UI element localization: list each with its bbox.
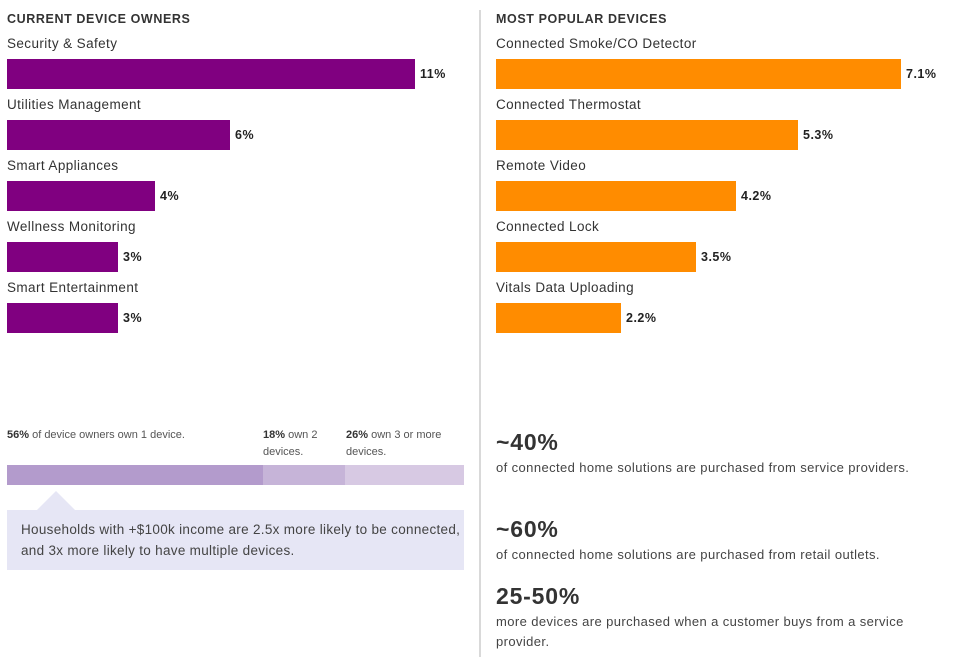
stat-big-value: ~40% bbox=[496, 429, 559, 455]
bar bbox=[496, 242, 696, 272]
bar bbox=[496, 120, 798, 150]
bar-category-label: Vitals Data Uploading bbox=[496, 280, 634, 295]
bar-value-label: 7.1% bbox=[906, 67, 937, 81]
stat-service-providers: ~40% of connected home solutions are pur… bbox=[496, 428, 953, 478]
bar bbox=[7, 303, 118, 333]
current-device-owners-title: CURRENT DEVICE OWNERS bbox=[7, 12, 191, 26]
bar-value-label: 3% bbox=[123, 311, 143, 325]
current-device-owners-chart: Security & Safety 11% Utilities Management… bbox=[0, 0, 470, 340]
stat-description: of connected home solutions are purchase… bbox=[496, 460, 910, 475]
callout-pointer bbox=[36, 491, 76, 511]
bar bbox=[7, 120, 230, 150]
bar-category-label: Security & Safety bbox=[7, 36, 118, 51]
bar-value-label: 5.3% bbox=[803, 128, 834, 142]
most-popular-devices-title: MOST POPULAR DEVICES bbox=[496, 12, 668, 26]
most-popular-devices-chart: Connected Smoke/CO Detector 7.1% Connected… bbox=[489, 0, 953, 340]
panel-divider bbox=[479, 10, 481, 657]
ownership-pct-one: 56% bbox=[7, 429, 30, 441]
bar bbox=[496, 181, 736, 211]
income-callout: Households with +$100k income are 2.5x m… bbox=[7, 510, 464, 570]
most-popular-devices-panel: MOST POPULAR DEVICES Connected Smoke/CO … bbox=[489, 0, 953, 657]
bar-value-label: 3% bbox=[123, 250, 143, 264]
ownership-text-three: own 3 or more devices. bbox=[346, 429, 442, 458]
bar bbox=[7, 181, 155, 211]
stat-description: of connected home solutions are purchase… bbox=[496, 547, 880, 562]
current-device-owners-panel: CURRENT DEVICE OWNERS Security & Safety 1… bbox=[0, 0, 470, 657]
ownership-label-one-device: 56% of device owners own 1 device. bbox=[7, 427, 247, 444]
ownership-segment bbox=[345, 465, 464, 485]
bar-value-label: 2.2% bbox=[626, 311, 657, 325]
bar-category-label: Smart Entertainment bbox=[7, 280, 139, 295]
ownership-segment bbox=[263, 465, 345, 485]
ownership-text-one: of device owners own 1 device. bbox=[29, 429, 185, 441]
ownership-segment bbox=[7, 465, 263, 485]
bar bbox=[496, 303, 621, 333]
bar-category-label: Connected Thermostat bbox=[496, 97, 642, 112]
stat-big-value: ~60% bbox=[496, 516, 559, 542]
bar-category-label: Wellness Monitoring bbox=[7, 219, 136, 234]
bar bbox=[496, 59, 901, 89]
ownership-label-two-devices: 18% own 2 devices. bbox=[263, 427, 341, 461]
bar-value-label: 11% bbox=[420, 67, 446, 81]
bar-category-label: Smart Appliances bbox=[7, 158, 119, 173]
bar-value-label: 4.2% bbox=[741, 189, 772, 203]
ownership-pct-two: 18% bbox=[263, 429, 286, 441]
ownership-text-two: own 2 devices. bbox=[263, 429, 318, 458]
bar-category-label: Connected Smoke/CO Detector bbox=[496, 36, 697, 51]
bar-value-label: 3.5% bbox=[701, 250, 732, 264]
bar-value-label: 6% bbox=[235, 128, 255, 142]
ownership-pct-three: 26% bbox=[346, 429, 369, 441]
stat-more-devices: 25-50% more devices are purchased when a… bbox=[496, 582, 953, 652]
bar-category-label: Remote Video bbox=[496, 158, 587, 173]
bar-category-label: Utilities Management bbox=[7, 97, 142, 112]
ownership-label-three-devices: 26% own 3 or more devices. bbox=[346, 427, 464, 461]
stat-description: more devices are purchased when a custom… bbox=[496, 614, 904, 649]
bar-category-label: Connected Lock bbox=[496, 219, 600, 234]
bar bbox=[7, 59, 415, 89]
stat-big-value: 25-50% bbox=[496, 583, 581, 609]
bar-value-label: 4% bbox=[160, 189, 180, 203]
stat-retail-outlets: ~60% of connected home solutions are pur… bbox=[496, 515, 953, 565]
bar bbox=[7, 242, 118, 272]
